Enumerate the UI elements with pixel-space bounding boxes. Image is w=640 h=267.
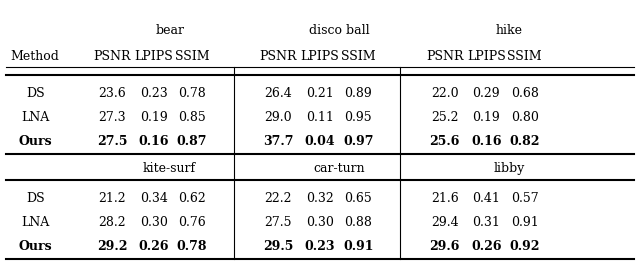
Text: 37.7: 37.7	[263, 135, 294, 148]
Text: 22.0: 22.0	[431, 87, 459, 100]
Text: car-turn: car-turn	[314, 162, 365, 175]
Text: LPIPS: LPIPS	[467, 50, 506, 62]
Text: 0.23: 0.23	[140, 87, 168, 100]
Text: 21.2: 21.2	[98, 193, 126, 205]
Text: 0.65: 0.65	[344, 193, 372, 205]
Text: 0.95: 0.95	[344, 111, 372, 124]
Text: 0.23: 0.23	[305, 241, 335, 253]
Text: 25.2: 25.2	[431, 111, 458, 124]
Text: SSIM: SSIM	[508, 50, 542, 62]
Text: 0.78: 0.78	[178, 87, 206, 100]
Text: 0.19: 0.19	[140, 111, 168, 124]
Text: 0.82: 0.82	[509, 135, 540, 148]
Text: 0.34: 0.34	[140, 193, 168, 205]
Text: SSIM: SSIM	[341, 50, 376, 62]
Text: DS: DS	[26, 193, 45, 205]
Text: SSIM: SSIM	[175, 50, 209, 62]
Text: 29.0: 29.0	[264, 111, 292, 124]
Text: DS: DS	[26, 87, 45, 100]
Text: 0.68: 0.68	[511, 87, 539, 100]
Text: 25.6: 25.6	[429, 135, 460, 148]
Text: libby: libby	[493, 162, 525, 175]
Text: disco ball: disco ball	[309, 24, 369, 37]
Text: 0.78: 0.78	[177, 241, 207, 253]
Text: 0.89: 0.89	[344, 87, 372, 100]
Text: PSNR: PSNR	[426, 50, 463, 62]
Text: 0.16: 0.16	[138, 135, 169, 148]
Text: 0.85: 0.85	[178, 111, 206, 124]
Text: PSNR: PSNR	[93, 50, 131, 62]
Text: 0.29: 0.29	[472, 87, 500, 100]
Text: LNA: LNA	[21, 217, 49, 229]
Text: kite-surf: kite-surf	[143, 162, 196, 175]
Text: bear: bear	[155, 24, 184, 37]
Text: 0.87: 0.87	[177, 135, 207, 148]
Text: 0.16: 0.16	[471, 135, 502, 148]
Text: 0.92: 0.92	[509, 241, 540, 253]
Text: 0.26: 0.26	[471, 241, 502, 253]
Text: 29.6: 29.6	[429, 241, 460, 253]
Text: 21.6: 21.6	[431, 193, 459, 205]
Text: Ours: Ours	[19, 241, 52, 253]
Text: 26.4: 26.4	[264, 87, 292, 100]
Text: 0.91: 0.91	[343, 241, 374, 253]
Text: 0.04: 0.04	[305, 135, 335, 148]
Text: 29.5: 29.5	[263, 241, 294, 253]
Text: 0.88: 0.88	[344, 217, 372, 229]
Text: 0.97: 0.97	[343, 135, 374, 148]
Text: 29.2: 29.2	[97, 241, 127, 253]
Text: PSNR: PSNR	[260, 50, 297, 62]
Text: Ours: Ours	[19, 135, 52, 148]
Text: 0.76: 0.76	[178, 217, 206, 229]
Text: 0.41: 0.41	[472, 193, 500, 205]
Text: 0.21: 0.21	[306, 87, 334, 100]
Text: 0.11: 0.11	[306, 111, 334, 124]
Text: 0.57: 0.57	[511, 193, 539, 205]
Text: 27.3: 27.3	[98, 111, 126, 124]
Text: 0.30: 0.30	[140, 217, 168, 229]
Text: 29.4: 29.4	[431, 217, 459, 229]
Text: 28.2: 28.2	[98, 217, 126, 229]
Text: Method: Method	[11, 50, 60, 62]
Text: 0.30: 0.30	[306, 217, 334, 229]
Text: 0.62: 0.62	[178, 193, 206, 205]
Text: 0.32: 0.32	[306, 193, 334, 205]
Text: 22.2: 22.2	[265, 193, 292, 205]
Text: 23.6: 23.6	[98, 87, 126, 100]
Text: LPIPS: LPIPS	[134, 50, 173, 62]
Text: 27.5: 27.5	[97, 135, 127, 148]
Text: hike: hike	[495, 24, 522, 37]
Text: 27.5: 27.5	[265, 217, 292, 229]
Text: 0.31: 0.31	[472, 217, 500, 229]
Text: 0.26: 0.26	[138, 241, 169, 253]
Text: 0.19: 0.19	[472, 111, 500, 124]
Text: LNA: LNA	[21, 111, 49, 124]
Text: 0.80: 0.80	[511, 111, 539, 124]
Text: LPIPS: LPIPS	[301, 50, 339, 62]
Text: 0.91: 0.91	[511, 217, 539, 229]
